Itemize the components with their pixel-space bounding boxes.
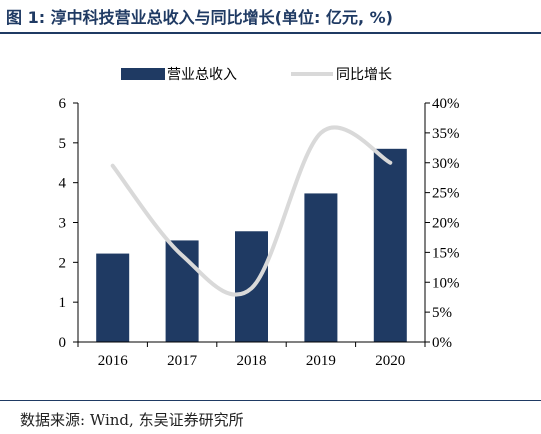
- legend-bar-swatch: [121, 68, 165, 80]
- right-tick-label: 30%: [432, 156, 460, 172]
- x-tick-label: 2017: [167, 353, 198, 369]
- legend-bar-label: 营业总收入: [167, 67, 237, 83]
- right-tick-label: 5%: [432, 305, 452, 321]
- figure-title: 图 1: 淳中科技营业总收入与同比增长(单位: 亿元, %): [6, 8, 393, 27]
- left-tick-label: 2: [59, 255, 67, 271]
- legend: 营业总收入 同比增长: [121, 67, 392, 83]
- combo-chart: 营业总收入 同比增长 0 1 2 3 4 5 6 0% 5% 10% 15% 20% 25% 30% 35% 4…: [59, 67, 460, 369]
- right-tick-label: 20%: [432, 216, 460, 232]
- right-tick-label: 0%: [432, 335, 452, 351]
- source-note: 数据来源: Wind, 东吴证券研究所: [20, 411, 244, 429]
- left-tick-label: 1: [59, 295, 67, 311]
- bar-2019: [304, 193, 338, 342]
- legend-line-label: 同比增长: [336, 67, 392, 83]
- bar-2020: [373, 148, 407, 342]
- right-tick-label: 25%: [432, 186, 460, 202]
- x-tick-label: 2016: [98, 353, 129, 369]
- axes: 0 1 2 3 4 5 6 0% 5% 10% 15% 20% 25% 30% 35% 40% 2016 2017…: [59, 96, 460, 369]
- source-divider: [0, 400, 541, 401]
- right-tick-label: 35%: [432, 126, 460, 142]
- right-tick-label: 40%: [432, 96, 460, 112]
- growth-line: [110, 125, 393, 297]
- right-tick-label: 10%: [432, 275, 460, 291]
- left-tick-label: 0: [59, 335, 67, 351]
- x-tick-label: 2019: [306, 353, 336, 369]
- right-tick-label: 15%: [432, 245, 460, 261]
- left-tick-label: 3: [59, 216, 67, 232]
- bar-series: [96, 148, 407, 342]
- bar-2016: [96, 253, 130, 342]
- x-tick-label: 2020: [375, 353, 405, 369]
- x-tick-label: 2018: [237, 353, 267, 369]
- line-series: [110, 125, 393, 297]
- left-tick-label: 4: [59, 176, 67, 192]
- left-tick-label: 6: [59, 96, 67, 112]
- title-divider: [0, 32, 541, 34]
- left-tick-label: 5: [59, 136, 67, 152]
